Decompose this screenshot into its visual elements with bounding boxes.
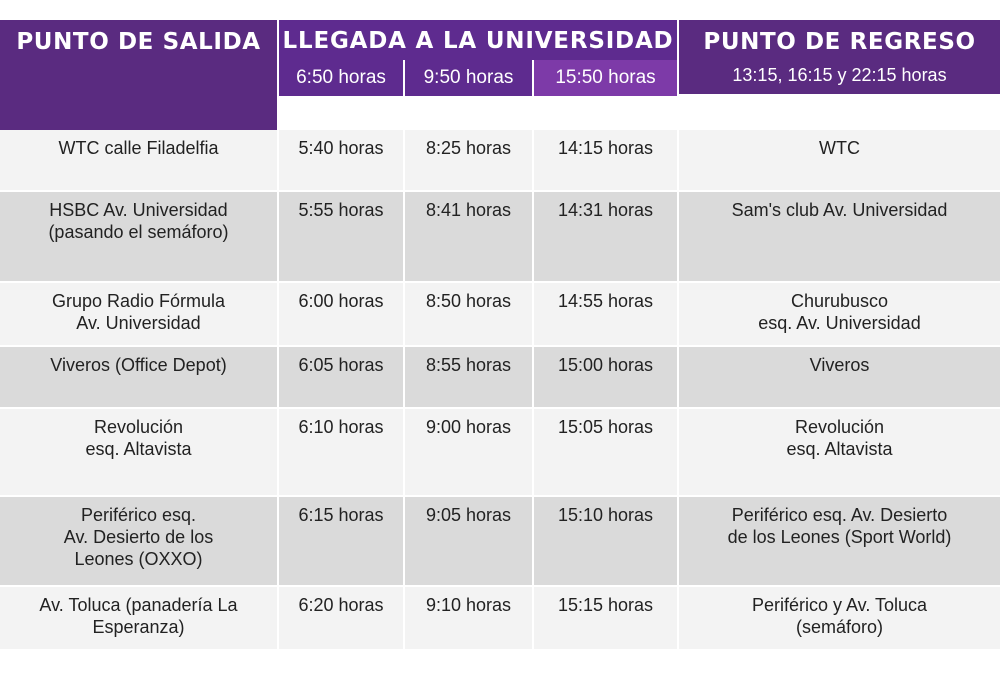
cell-return: Revolución esq. Altavista <box>679 409 1000 495</box>
cell-time-3: 15:05 horas <box>534 409 677 495</box>
cell-departure: Periférico esq. Av. Desierto de los Leon… <box>0 497 277 585</box>
cell-time-2: 9:05 horas <box>405 497 532 585</box>
cell-time-3: 14:55 horas <box>534 283 677 345</box>
cell-time-1: 6:00 horas <box>279 283 403 345</box>
cell-departure: Grupo Radio Fórmula Av. Universidad <box>0 283 277 345</box>
header-arrival: LLEGADA A LA UNIVERSIDAD <box>279 20 677 60</box>
cell-departure: Viveros (Office Depot) <box>0 347 277 407</box>
header-departure: PUNTO DE SALIDA <box>0 20 277 130</box>
cell-return: Churubusco esq. Av. Universidad <box>679 283 1000 345</box>
cell-return: Sam's club Av. Universidad <box>679 192 1000 281</box>
cell-return: Viveros <box>679 347 1000 407</box>
header-arrival-time-2: 9:50 horas <box>405 60 532 96</box>
cell-time-2: 8:55 horas <box>405 347 532 407</box>
cell-time-2: 8:41 horas <box>405 192 532 281</box>
cell-time-1: 6:05 horas <box>279 347 403 407</box>
cell-departure: Av. Toluca (panadería La Esperanza) <box>0 587 277 649</box>
cell-time-2: 9:00 horas <box>405 409 532 495</box>
cell-time-1: 5:55 horas <box>279 192 403 281</box>
cell-time-3: 15:10 horas <box>534 497 677 585</box>
cell-time-2: 8:25 horas <box>405 130 532 190</box>
cell-departure: HSBC Av. Universidad (pasando el semáfor… <box>0 192 277 281</box>
cell-time-3: 15:00 horas <box>534 347 677 407</box>
cell-departure: WTC calle Filadelfia <box>0 130 277 190</box>
header-arrival-time-3: 15:50 horas <box>534 60 677 96</box>
header-arrival-label: LLEGADA A LA UNIVERSIDAD <box>282 28 674 54</box>
cell-time-1: 6:15 horas <box>279 497 403 585</box>
cell-time-3: 15:15 horas <box>534 587 677 649</box>
cell-time-1: 6:10 horas <box>279 409 403 495</box>
cell-return: Periférico esq. Av. Desierto de los Leon… <box>679 497 1000 585</box>
cell-departure: Revolución esq. Altavista <box>0 409 277 495</box>
cell-return: Periférico y Av. Toluca (semáforo) <box>679 587 1000 649</box>
header-return: PUNTO DE REGRESO 13:15, 16:15 y 22:15 ho… <box>679 20 1000 96</box>
header-arrival-time-1: 6:50 horas <box>279 60 403 96</box>
cell-time-1: 5:40 horas <box>279 130 403 190</box>
cell-return: WTC <box>679 130 1000 190</box>
cell-time-3: 14:31 horas <box>534 192 677 281</box>
cell-time-2: 9:10 horas <box>405 587 532 649</box>
cell-time-1: 6:20 horas <box>279 587 403 649</box>
header-return-times: 13:15, 16:15 y 22:15 horas <box>732 65 947 85</box>
cell-time-3: 14:15 horas <box>534 130 677 190</box>
cell-time-2: 8:50 horas <box>405 283 532 345</box>
header-return-label: PUNTO DE REGRESO <box>703 29 976 55</box>
header-departure-label: PUNTO DE SALIDA <box>16 29 261 55</box>
